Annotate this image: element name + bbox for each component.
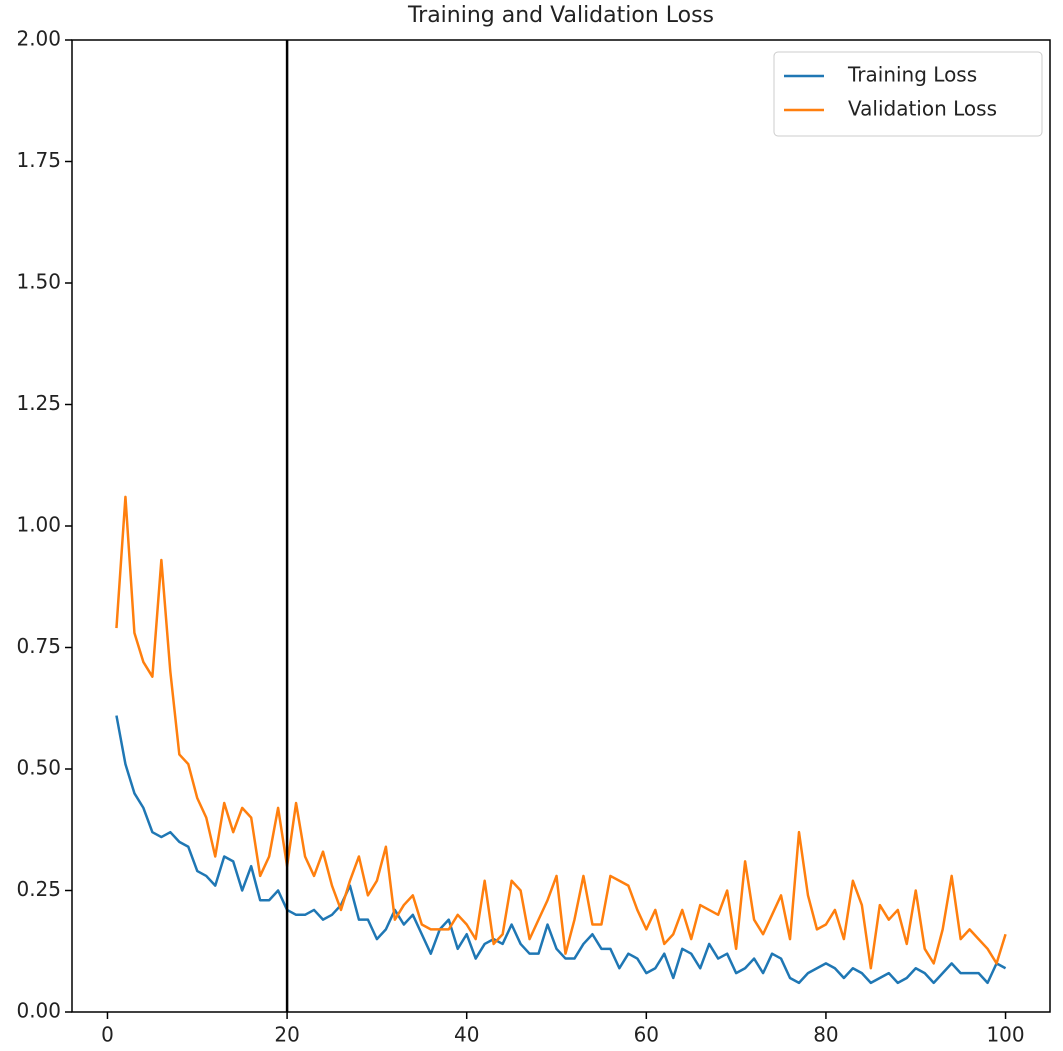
y-tick-label: 1.00 xyxy=(16,513,61,537)
y-tick-label: 1.50 xyxy=(16,270,61,294)
y-tick-label: 1.25 xyxy=(16,391,61,415)
x-tick-label: 40 xyxy=(454,1023,479,1047)
x-tick-label: 60 xyxy=(634,1023,659,1047)
y-tick-label: 0.25 xyxy=(16,877,61,901)
y-tick-label: 1.75 xyxy=(16,148,61,172)
y-tick-label: 2.00 xyxy=(16,27,61,51)
y-tick-label: 0.50 xyxy=(16,756,61,780)
legend-label: Training Loss xyxy=(847,63,977,87)
y-tick-label: 0.75 xyxy=(16,634,61,658)
chart-title: Training and Validation Loss xyxy=(407,3,714,28)
x-tick-label: 100 xyxy=(986,1023,1024,1047)
x-tick-label: 20 xyxy=(274,1023,299,1047)
series-line xyxy=(115,495,1007,970)
plot-frame xyxy=(71,39,1051,1013)
x-tick-label: 80 xyxy=(813,1023,838,1047)
legend-box xyxy=(773,51,1043,137)
x-tick-label: 0 xyxy=(101,1023,114,1047)
legend-label: Validation Loss xyxy=(848,97,997,121)
series-line xyxy=(115,715,1007,985)
y-tick-label: 0.00 xyxy=(16,999,61,1023)
